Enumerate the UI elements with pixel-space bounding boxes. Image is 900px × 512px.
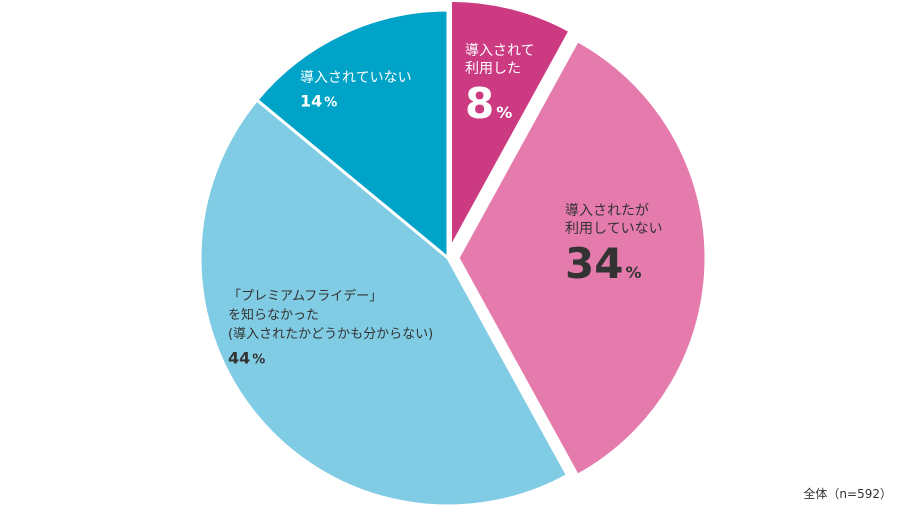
slice-label: 導入されて bbox=[465, 43, 535, 59]
sample-size-note: 全体（n=592） bbox=[803, 487, 892, 501]
slice-label: 導入されたが bbox=[565, 203, 649, 219]
slice-label: を知らなかった bbox=[228, 307, 319, 323]
slice-value-label: 14% bbox=[300, 91, 337, 110]
slice-label: 導入されていない bbox=[300, 70, 412, 86]
pie-slice bbox=[198, 97, 570, 508]
pie-slice bbox=[448, 0, 572, 250]
pie-slice bbox=[456, 38, 708, 478]
slice-label: 「プレミアムフライデー」 bbox=[228, 288, 382, 304]
slice-label: 利用していない bbox=[565, 221, 663, 237]
slice-label: 利用した bbox=[465, 61, 521, 77]
slice-value-label: 44% bbox=[228, 348, 265, 367]
pie-slice bbox=[254, 8, 450, 262]
slice-label: (導入されたかどうかも分からない) bbox=[228, 327, 433, 342]
